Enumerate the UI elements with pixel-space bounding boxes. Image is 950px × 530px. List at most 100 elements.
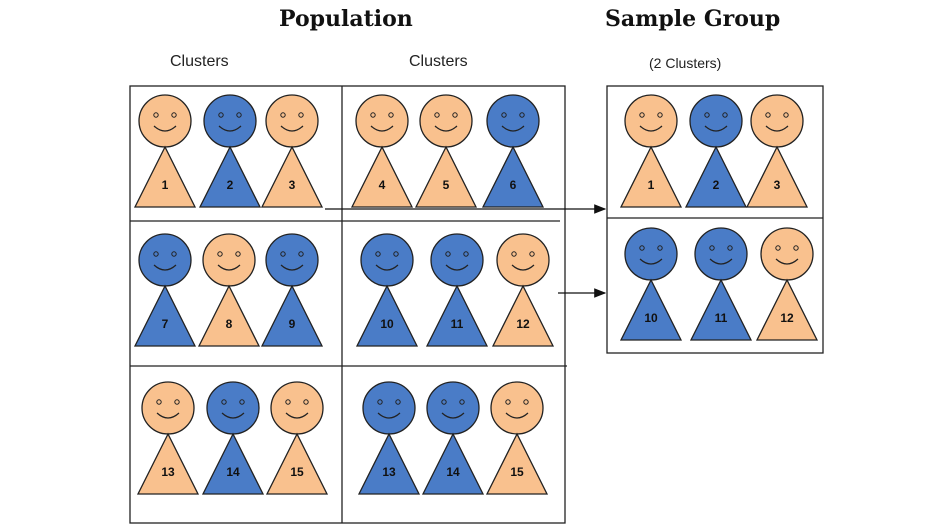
person-figure: 11 <box>425 233 489 347</box>
eye <box>775 245 781 251</box>
eye <box>236 112 242 118</box>
body <box>619 278 683 341</box>
head <box>202 233 256 287</box>
head <box>490 381 544 435</box>
person-figure: 1 <box>619 94 683 208</box>
person-number: 9 <box>289 317 296 331</box>
eye <box>657 112 663 118</box>
head <box>206 381 260 435</box>
person-number: 6 <box>510 178 517 192</box>
body <box>481 145 545 208</box>
head <box>689 94 743 148</box>
person-figure: 10 <box>355 233 419 347</box>
clusters-label-right: Clusters <box>409 53 468 70</box>
eye <box>511 251 517 257</box>
smile <box>501 125 525 132</box>
person-figure: 5 <box>414 94 478 208</box>
eye <box>280 251 286 257</box>
eye <box>370 112 376 118</box>
eye <box>298 251 304 257</box>
head <box>486 94 540 148</box>
eye <box>303 399 309 405</box>
eye <box>156 399 162 405</box>
eye <box>280 112 286 118</box>
clusters-label-left: Clusters <box>170 53 229 70</box>
person-number: 2 <box>713 178 720 192</box>
body <box>425 284 489 347</box>
person-figure: 10 <box>619 227 683 341</box>
eye <box>298 112 304 118</box>
body <box>198 145 262 208</box>
person-figure: 15 <box>265 381 329 495</box>
body <box>414 145 478 208</box>
smile <box>639 125 663 132</box>
eye <box>217 251 223 257</box>
eye <box>153 112 159 118</box>
smile <box>511 264 535 271</box>
smile <box>639 258 663 265</box>
person-figure: 3 <box>260 94 324 208</box>
person-number: 5 <box>443 178 450 192</box>
person-number: 15 <box>290 465 304 479</box>
person-figure: 7 <box>133 233 197 347</box>
person-figure: 14 <box>201 381 265 495</box>
eye <box>452 112 458 118</box>
body <box>485 432 549 495</box>
eye <box>639 245 645 251</box>
body <box>260 145 324 208</box>
head <box>426 381 480 435</box>
smile <box>505 412 529 419</box>
eye <box>174 399 180 405</box>
eye <box>441 399 447 405</box>
smile <box>153 264 177 271</box>
eye <box>377 399 383 405</box>
eye <box>765 112 771 118</box>
person-number: 15 <box>510 465 524 479</box>
head <box>750 94 804 148</box>
eye <box>393 251 399 257</box>
person-figure: 12 <box>755 227 819 341</box>
head <box>624 227 678 281</box>
eye <box>657 245 663 251</box>
eye <box>704 112 710 118</box>
eye <box>639 112 645 118</box>
head <box>355 94 409 148</box>
person-figure: 2 <box>684 94 748 208</box>
body <box>491 284 555 347</box>
body <box>201 432 265 495</box>
eye <box>153 251 159 257</box>
head <box>360 233 414 287</box>
body <box>350 145 414 208</box>
eye <box>171 251 177 257</box>
body <box>355 284 419 347</box>
eye <box>171 112 177 118</box>
eye <box>285 399 291 405</box>
head <box>138 94 192 148</box>
body <box>136 432 200 495</box>
eye <box>783 112 789 118</box>
smile <box>280 125 304 132</box>
eye <box>793 245 799 251</box>
body <box>197 284 261 347</box>
smile <box>441 412 465 419</box>
person-figure: 13 <box>357 381 421 495</box>
head <box>265 94 319 148</box>
person-figure: 4 <box>350 94 414 208</box>
head <box>496 233 550 287</box>
eye <box>505 399 511 405</box>
head <box>138 233 192 287</box>
person-number: 13 <box>161 465 175 479</box>
person-figure: 14 <box>421 381 485 495</box>
person-number: 3 <box>289 178 296 192</box>
smile <box>218 125 242 132</box>
person-number: 12 <box>780 311 794 325</box>
body <box>689 278 753 341</box>
person-figure: 13 <box>136 381 200 495</box>
head <box>624 94 678 148</box>
smile <box>280 264 304 271</box>
head <box>203 94 257 148</box>
head <box>362 381 416 435</box>
person-number: 13 <box>382 465 396 479</box>
person-number: 10 <box>644 311 658 325</box>
